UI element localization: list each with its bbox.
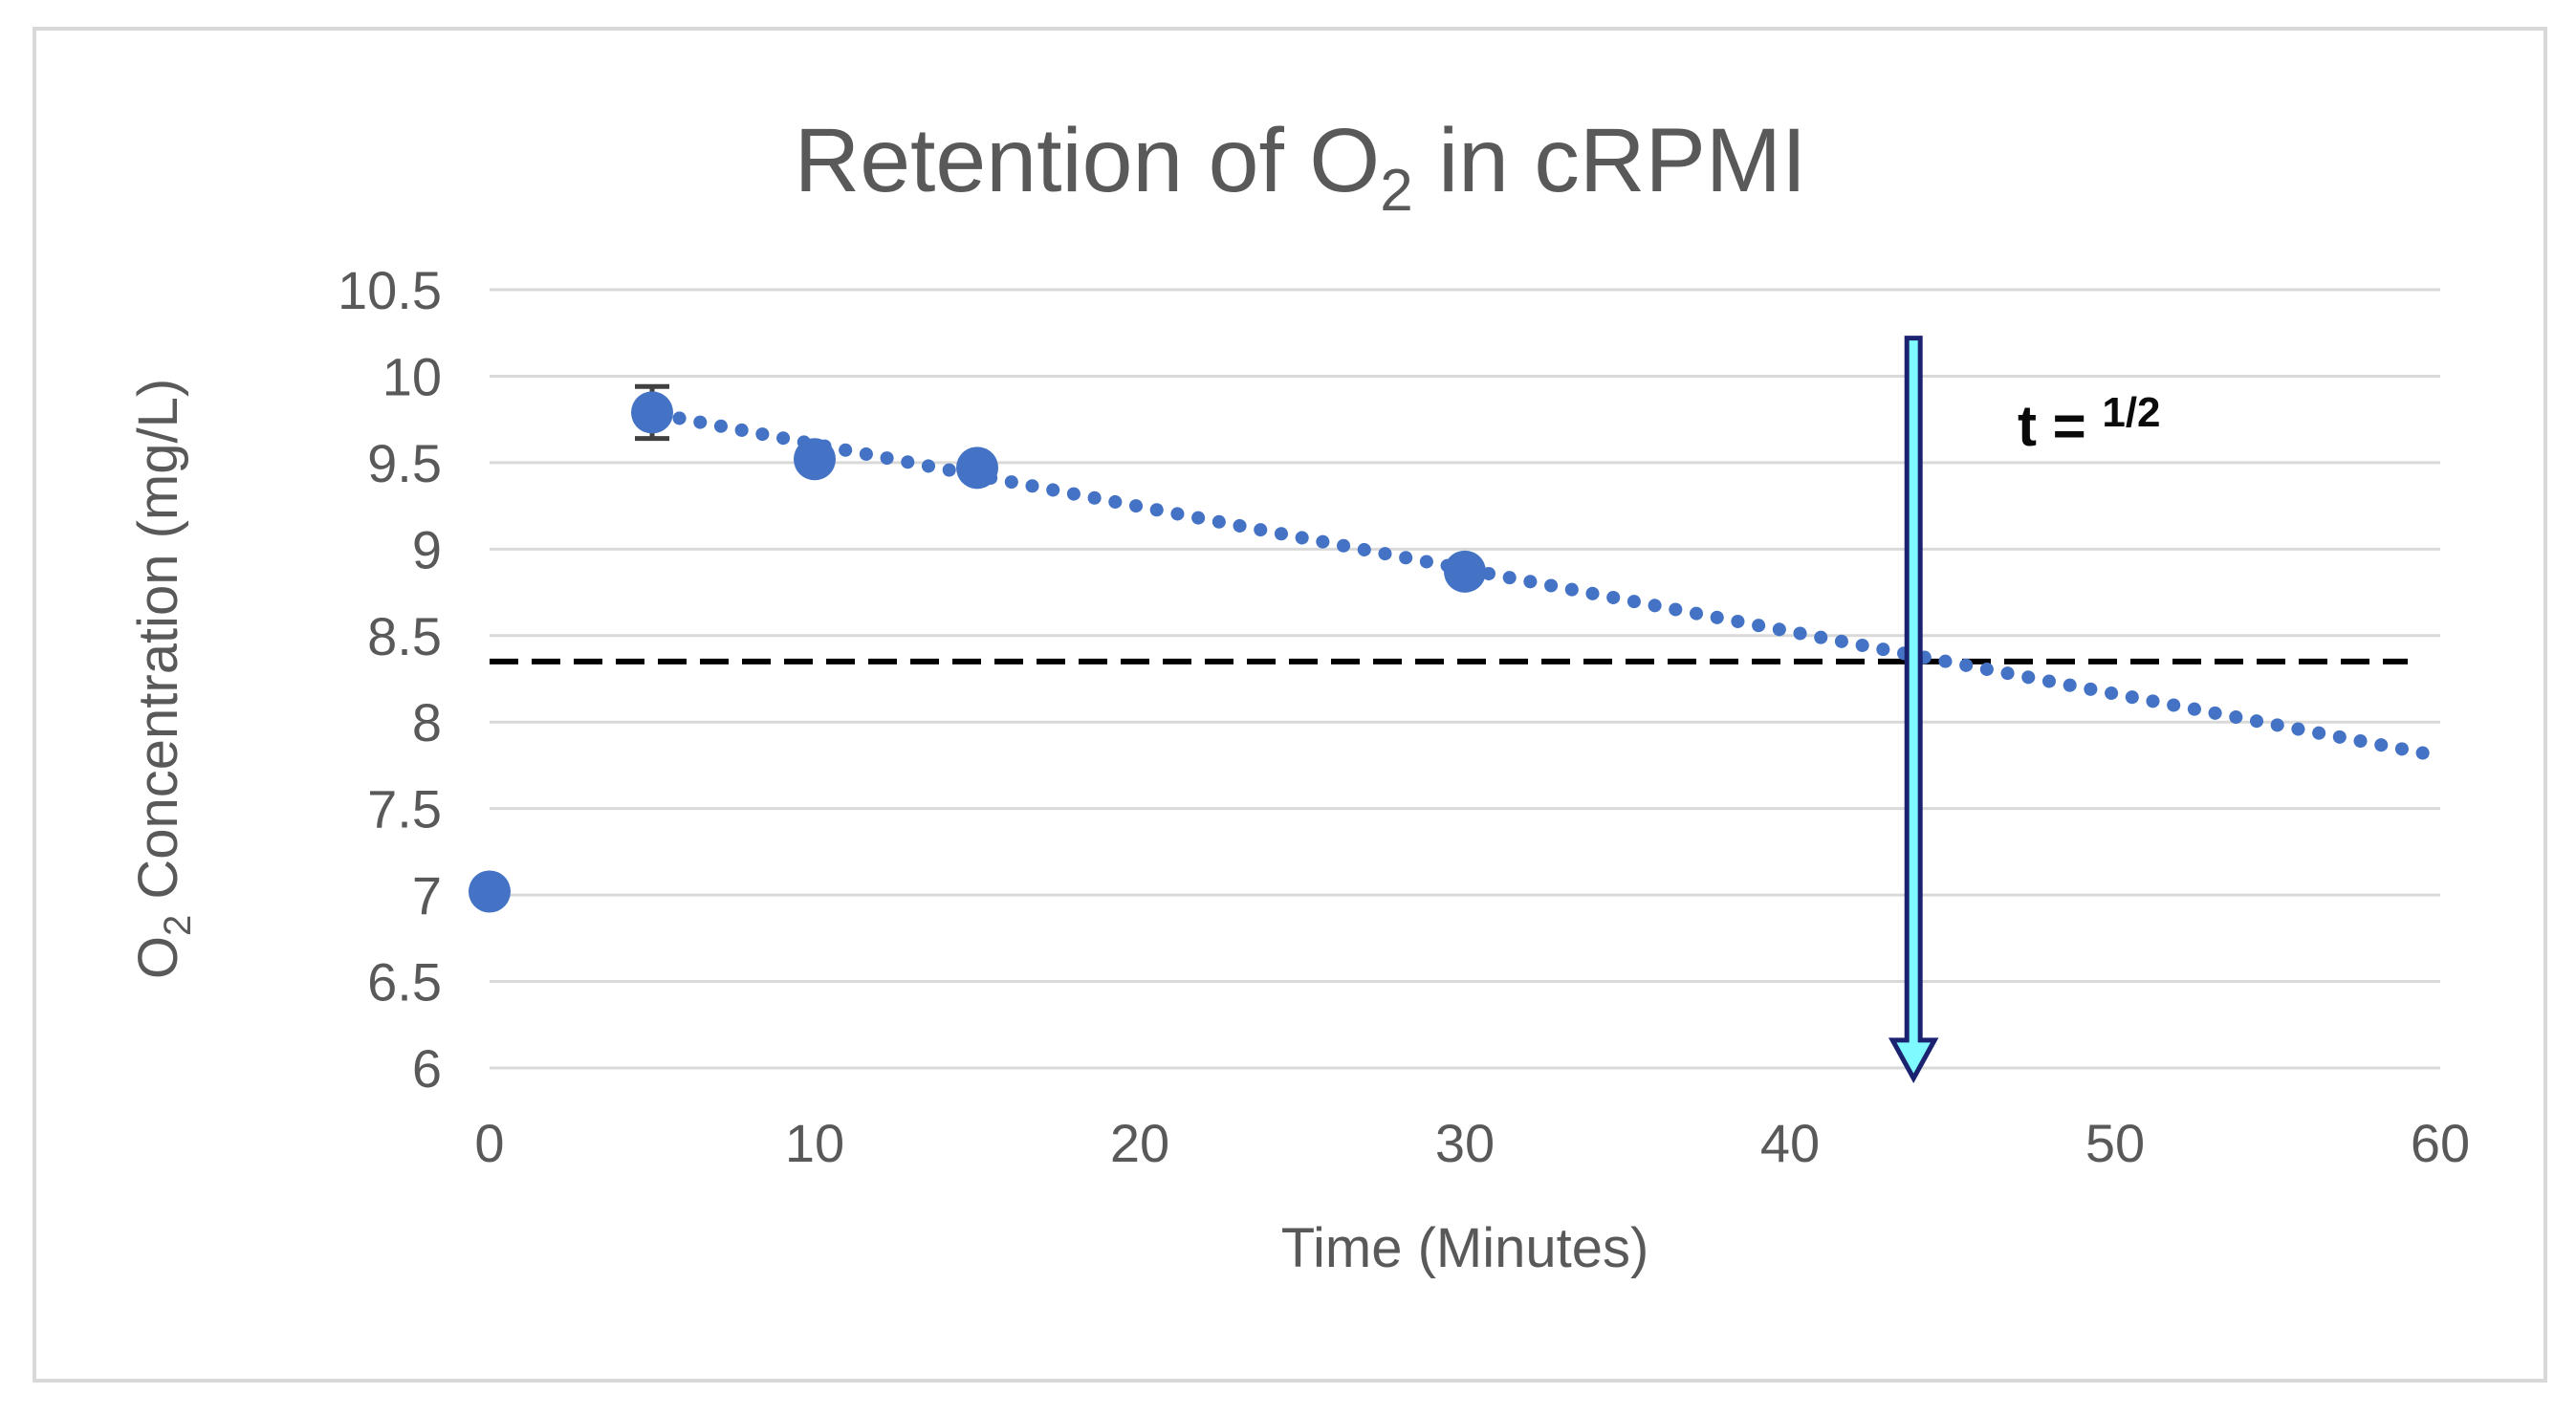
y-tick-label: 6.5 [367, 952, 442, 1013]
trendline [651, 407, 2431, 760]
x-tick-label: 50 [2085, 1113, 2145, 1173]
y-tick-label: 8 [412, 692, 442, 752]
chart-title-subscript: 2 [1380, 158, 1412, 224]
data-point [956, 447, 998, 490]
x-tick-label: 0 [474, 1113, 504, 1173]
trendline-dotted [651, 407, 2431, 760]
y-axis-title-main: O [127, 936, 189, 979]
data-point [1444, 550, 1486, 593]
data-point [469, 870, 511, 913]
gridlines [490, 288, 2440, 1070]
y-tick-label: 8.5 [367, 606, 442, 666]
chart-title-rest: in cRPMI [1413, 110, 1807, 211]
x-tick-label: 60 [2411, 1113, 2470, 1173]
half-life-annotation-main: t = [2018, 394, 2102, 458]
y-tick-label: 10 [382, 346, 442, 406]
down-arrow-icon [1888, 336, 1939, 1084]
data-point [794, 438, 836, 481]
half-life-annotation-superscript: 1/2 [2102, 389, 2160, 436]
data-point [631, 391, 673, 434]
y-tick-labels: 6 6.5 7 7.5 8 8.5 9 9.5 10 10.5 [338, 260, 442, 1099]
x-tick-label: 40 [1760, 1113, 1820, 1173]
y-tick-label: 10.5 [338, 260, 442, 320]
y-axis-title-subscript: 2 [157, 915, 199, 936]
chart-title-main: Retention of O [795, 110, 1381, 211]
x-tick-label: 10 [785, 1113, 844, 1173]
x-axis-title: Time (Minutes) [1281, 1217, 1649, 1279]
y-tick-label: 9 [412, 519, 442, 579]
chart-border [33, 27, 2547, 1383]
x-tick-label: 20 [1110, 1113, 1169, 1173]
x-tick-labels: 0 10 20 30 40 50 60 [474, 1113, 2470, 1173]
y-tick-label: 7.5 [367, 779, 442, 839]
y-axis-title-rest: Concentration (mg/L) [127, 379, 189, 915]
data-points [469, 391, 1486, 913]
half-life-annotation: t = 1/2 [2018, 389, 2161, 458]
y-axis-title: O2 Concentration (mg/L) [127, 379, 199, 979]
half-life-arrow [1888, 336, 1939, 1084]
y-tick-label: 9.5 [367, 433, 442, 493]
x-tick-label: 30 [1435, 1113, 1495, 1173]
y-tick-label: 6 [412, 1038, 442, 1099]
chart-title: Retention of O2 in cRPMI [795, 110, 1807, 224]
y-tick-label: 7 [412, 865, 442, 926]
